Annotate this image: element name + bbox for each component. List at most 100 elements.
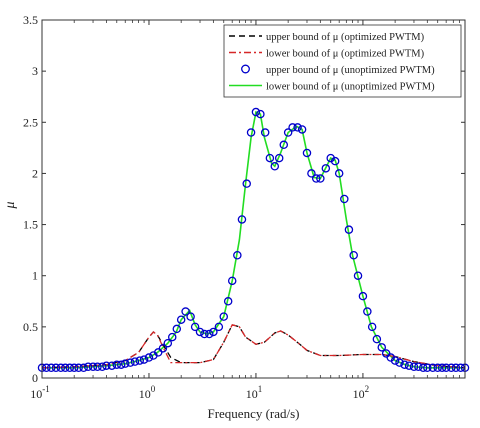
data-point-marker [433, 363, 442, 373]
data-point-marker [112, 360, 122, 369]
data-point-marker [116, 360, 126, 369]
data-point-marker [390, 356, 400, 365]
series-line-lower-optimized [41, 324, 466, 369]
legend-box [223, 24, 462, 98]
x-tick-base: 10 [139, 387, 151, 401]
data-point-marker [447, 363, 456, 373]
data-point-marker [98, 362, 107, 371]
x-tick-base: 10 [30, 387, 42, 401]
data-point-marker [56, 363, 66, 373]
data-point-marker [404, 361, 414, 370]
data-point-marker [451, 363, 461, 373]
data-point-marker [242, 179, 251, 188]
data-point-marker [126, 358, 135, 367]
legend-label: upper bound of μ (optimized PWTM) [266, 32, 425, 43]
data-point-marker [227, 276, 237, 286]
data-point-marker [316, 174, 325, 183]
legend-label: lower bound of μ (unoptimized PWTM) [266, 82, 435, 93]
data-point-marker [219, 312, 228, 321]
data-point-marker [297, 125, 307, 134]
data-point-marker [418, 363, 428, 373]
data-point-marker [205, 329, 214, 339]
x-tick-label: 10-1 [30, 384, 50, 401]
data-point-marker [233, 251, 242, 260]
data-point-marker [441, 363, 451, 373]
data-point-marker [307, 169, 316, 178]
data-point-marker [69, 363, 79, 373]
data-point-marker [190, 322, 200, 332]
data-point-marker [265, 153, 275, 163]
x-tick-label: 100 [139, 384, 156, 401]
data-point-marker [93, 362, 102, 371]
data-point-marker [74, 363, 83, 373]
data-point-marker [172, 324, 182, 334]
x-tick-base: 10 [246, 387, 258, 401]
data-point-marker [456, 363, 465, 373]
axis-ticks: 00.511.522.533.510-1 100 101 102 [23, 13, 466, 401]
y-tick-label: 0 [32, 371, 38, 385]
data-point-marker [311, 174, 321, 183]
legend-label: lower bound of μ (optimized PWTM) [266, 49, 425, 60]
data-point-marker [270, 162, 280, 171]
y-tick-label: 1.5 [23, 218, 38, 232]
x-tick-label: 101 [246, 384, 263, 401]
data-point-marker [353, 271, 363, 280]
y-axis-label: μ [3, 201, 18, 209]
data-point-marker [274, 153, 284, 163]
data-point-marker [293, 123, 302, 132]
data-point-marker [130, 357, 140, 366]
data-point-marker [334, 169, 344, 178]
y-tick-label: 3 [32, 64, 38, 78]
data-point-marker [181, 307, 190, 316]
data-point-marker [367, 322, 377, 332]
x-tick-base: 10 [353, 387, 365, 401]
data-point-marker [163, 338, 173, 348]
data-point-marker [167, 332, 177, 342]
x-tick-exponent: 0 [151, 384, 156, 394]
legend-label: upper bound of μ (unoptimized PWTM) [266, 65, 435, 76]
data-point-marker [321, 164, 331, 173]
x-tick-exponent: 1 [258, 384, 263, 394]
series-layer [37, 107, 470, 373]
data-point-marker [363, 307, 372, 316]
data-point-marker [139, 355, 149, 364]
data-point-marker [42, 363, 51, 373]
y-tick-label: 3.5 [23, 13, 38, 27]
data-point-marker [395, 358, 404, 367]
data-point-marker [176, 315, 186, 324]
data-point-marker [65, 363, 75, 373]
data-point-marker [79, 363, 88, 373]
data-point-marker [200, 329, 209, 339]
data-point-marker [302, 148, 312, 158]
data-point-marker [186, 312, 195, 321]
data-point-marker [283, 128, 293, 137]
data-point-marker [209, 327, 218, 337]
y-tick-label: 0.5 [23, 320, 38, 334]
data-point-marker [251, 107, 261, 117]
plot-frame [41, 19, 466, 379]
data-point-marker [260, 128, 270, 137]
data-point-marker [414, 362, 423, 371]
data-point-marker [288, 123, 297, 132]
data-point-marker [340, 194, 349, 204]
data-point-marker [344, 225, 354, 234]
data-point-marker [423, 363, 432, 373]
data-point-marker [88, 362, 98, 371]
data-point-marker [46, 363, 56, 373]
data-point-marker [223, 297, 233, 306]
y-tick-label: 2.5 [23, 115, 38, 129]
data-point-marker [349, 251, 358, 260]
data-point-marker [330, 156, 340, 166]
data-point-marker [158, 344, 168, 353]
data-point-marker [437, 363, 447, 373]
data-point-marker [51, 363, 61, 373]
data-point-marker [83, 362, 93, 371]
x-axis-label: Frequency (rad/s) [207, 406, 299, 421]
data-point-marker [372, 334, 382, 344]
data-point-marker [377, 343, 387, 352]
data-point-marker [135, 356, 145, 365]
data-point-marker [107, 361, 117, 370]
data-point-marker [61, 363, 70, 373]
